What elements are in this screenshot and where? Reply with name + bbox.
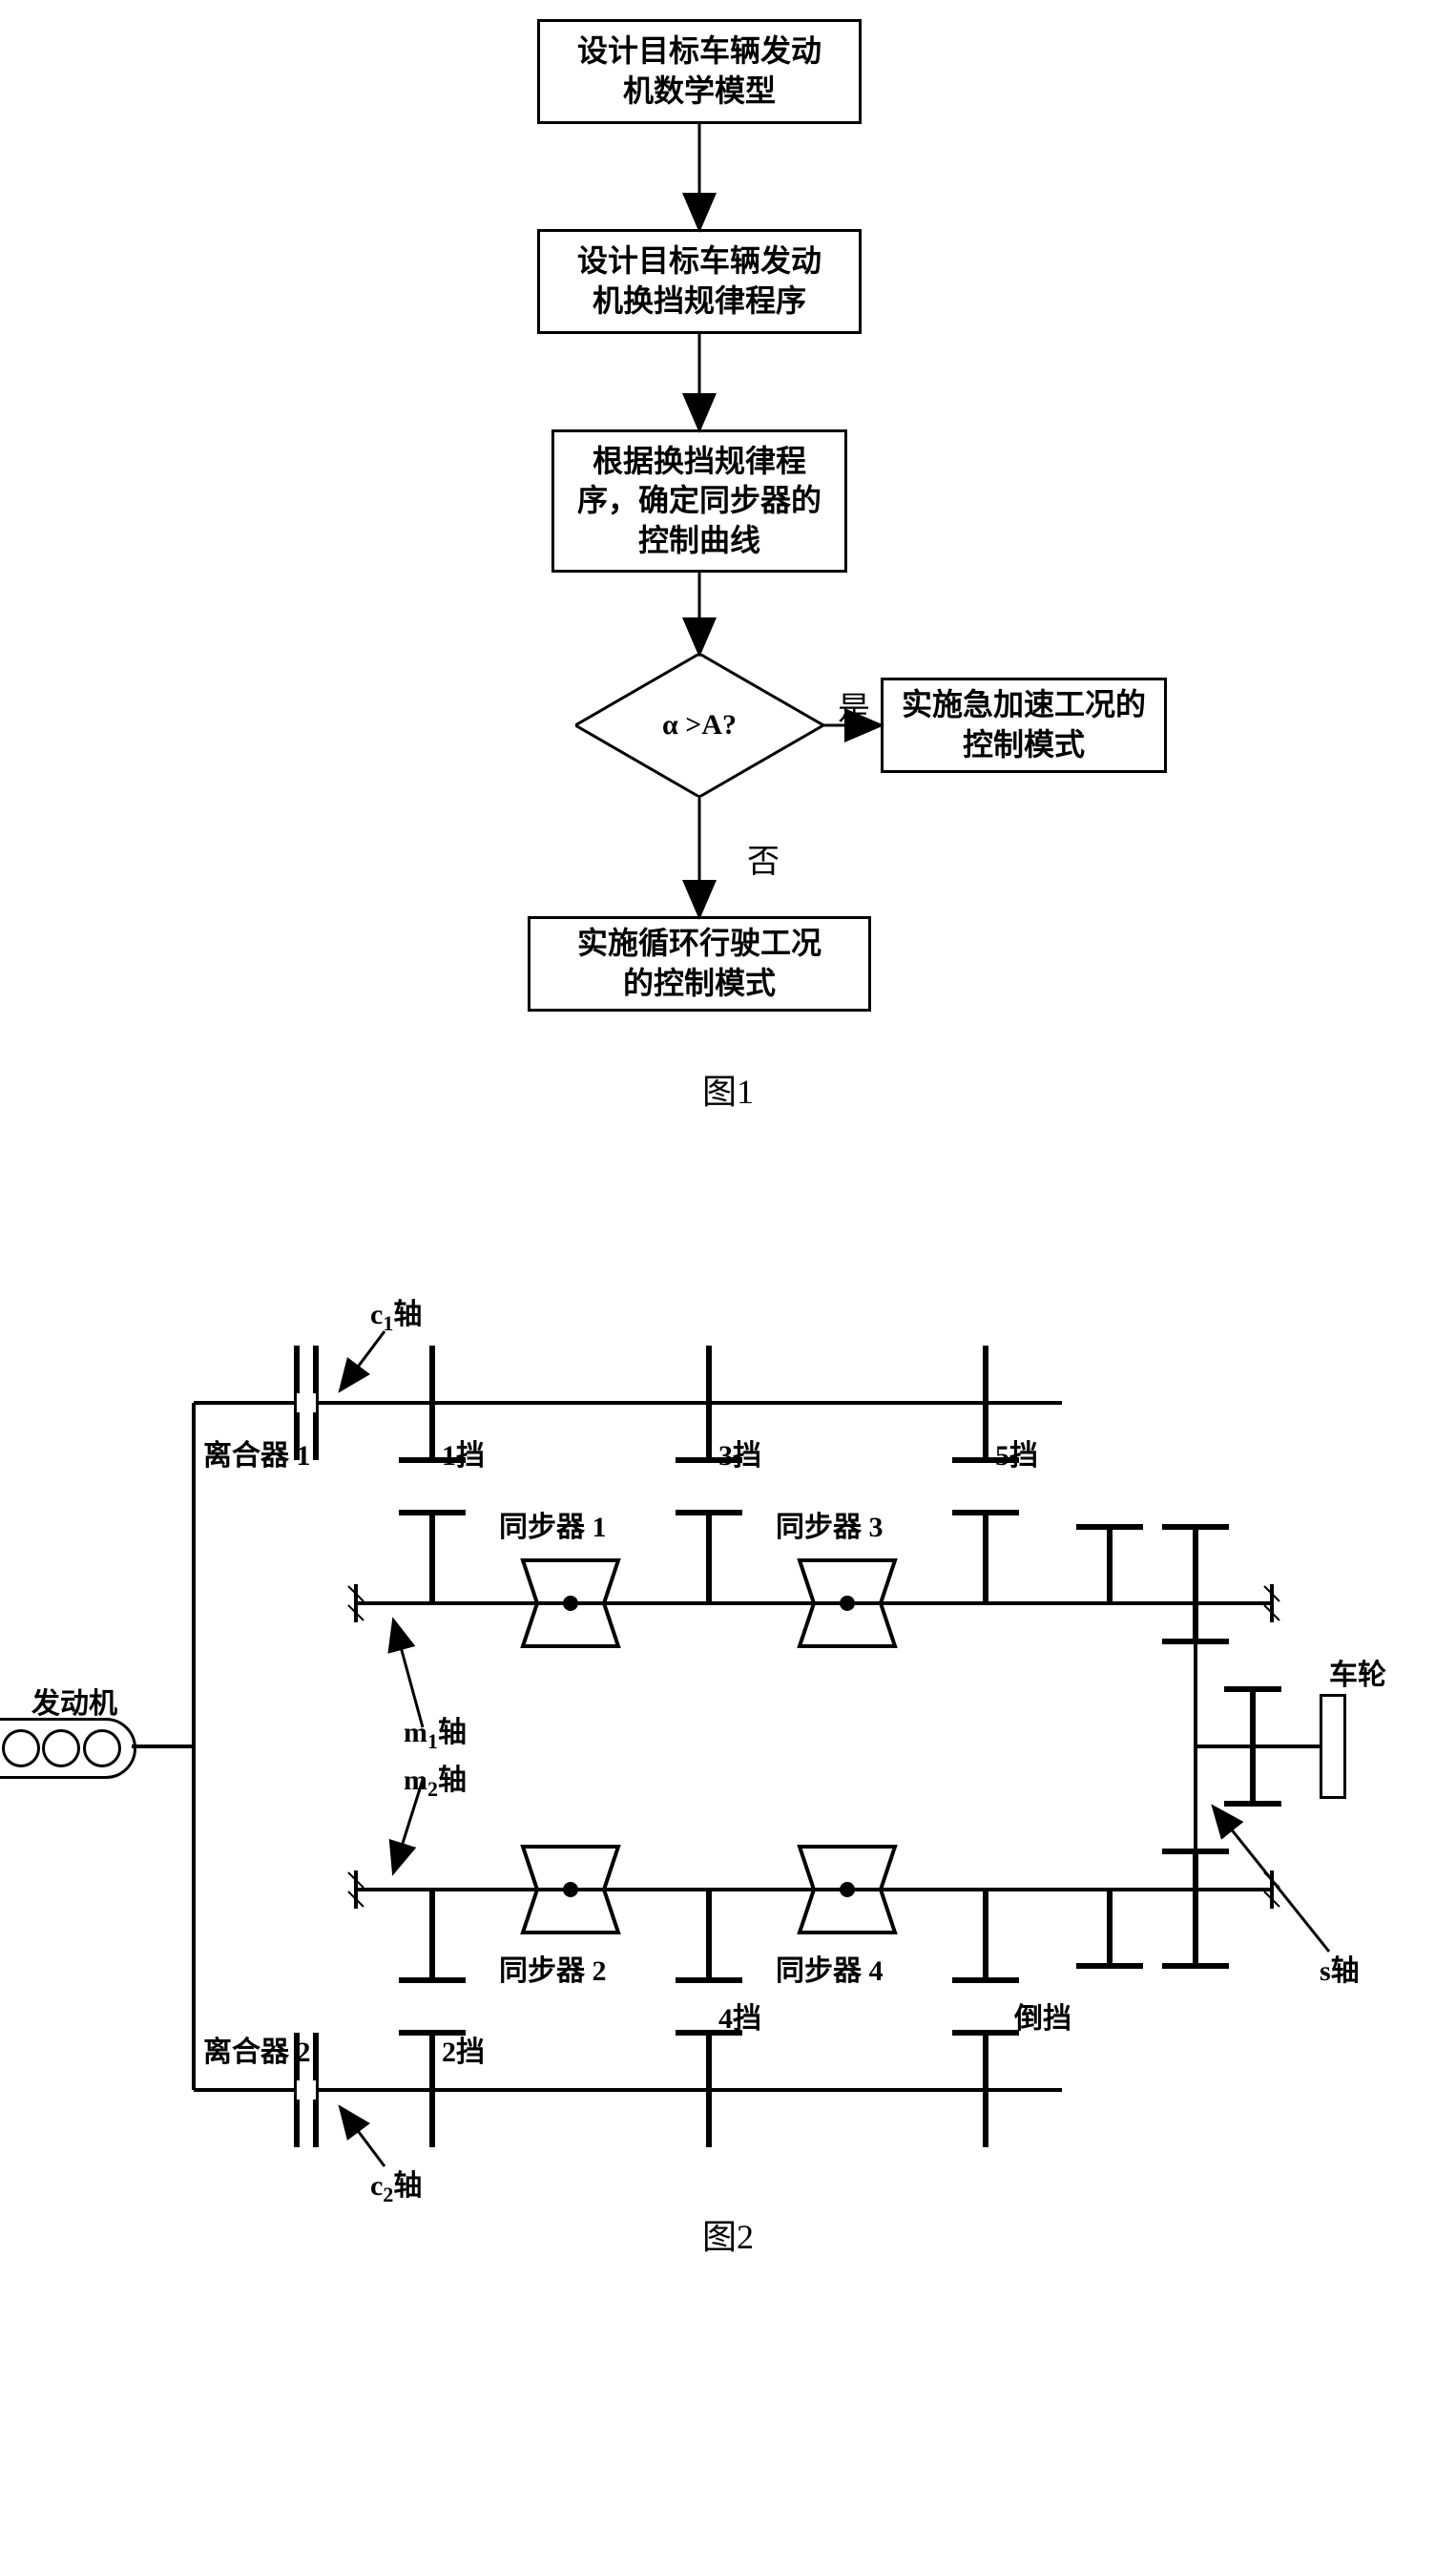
decision-text: α >A?	[662, 709, 737, 742]
sync1-label: 同步器 1	[499, 1503, 607, 1545]
flowchart-right-box: 实施急加速工况的控制模式	[881, 678, 1167, 773]
gear5-label: 5挡	[995, 1431, 1038, 1473]
reverse-label: 倒挡	[1014, 1995, 1071, 2037]
flowchart-node-2: 设计目标车辆发动机换挡规律程序	[537, 229, 862, 334]
m2-axis-label: m2轴	[404, 1756, 467, 1802]
c1-axis-label: c1轴	[370, 1290, 422, 1336]
wheel-label: 车轮	[1329, 1651, 1386, 1693]
right-box-text: 实施急加速工况的控制模式	[902, 685, 1146, 764]
gear1-label: 1挡	[442, 1431, 485, 1473]
wheel-icon	[1320, 1694, 1346, 1799]
figure-2-caption: 图2	[22, 2209, 1434, 2259]
node-2-text: 设计目标车辆发动机换挡规律程序	[577, 241, 822, 321]
flowchart-bottom-box: 实施循环行驶工况的控制模式	[528, 916, 871, 1012]
engine-cyl-2	[2, 1729, 40, 1767]
gear4-label: 4挡	[718, 1995, 761, 2037]
s-axis-label: s轴	[1320, 1947, 1360, 1989]
engine-label: 发动机	[31, 1680, 117, 1722]
bottom-box-text: 实施循环行驶工况的控制模式	[577, 924, 822, 1003]
schematic-svg	[22, 1241, 1434, 2243]
edge-yes-label: 是	[838, 682, 870, 729]
flowchart-decision: α >A?	[575, 654, 823, 797]
sync3-label: 同步器 3	[776, 1503, 884, 1545]
flowchart-node-1: 设计目标车辆发动机数学模型	[537, 19, 862, 124]
clutch1-label: 离合器 1	[203, 1431, 311, 1473]
flowchart-figure-1: 设计目标车辆发动机数学模型 设计目标车辆发动机换挡规律程序 根据换挡规律程序，确…	[299, 19, 1157, 1164]
engine-icon	[0, 1718, 136, 1779]
sync2-label: 同步器 2	[499, 1947, 607, 1989]
schematic-figure-2: 发动机 c1轴 c2轴 离合器 1 离合器 2 1挡 3挡 5挡 同步器 1 同…	[22, 1241, 1434, 2243]
engine-cyl-4	[83, 1729, 121, 1767]
gear2-label: 2挡	[442, 2028, 485, 2070]
gear3-label: 3挡	[718, 1431, 761, 1473]
engine-cyl-3	[42, 1729, 80, 1767]
node-1-text: 设计目标车辆发动机数学模型	[577, 31, 822, 111]
m1-axis-label: m1轴	[404, 1708, 467, 1754]
clutch2-label: 离合器 2	[203, 2028, 311, 2070]
figure-1-caption: 图1	[299, 1064, 1157, 1114]
flowchart-node-3: 根据换挡规律程序，确定同步器的控制曲线	[551, 429, 847, 573]
c2-axis-label: c2轴	[370, 2162, 422, 2207]
edge-no-label: 否	[747, 835, 780, 882]
node-3-text: 根据换挡规律程序，确定同步器的控制曲线	[577, 442, 822, 561]
sync4-label: 同步器 4	[776, 1947, 884, 1989]
